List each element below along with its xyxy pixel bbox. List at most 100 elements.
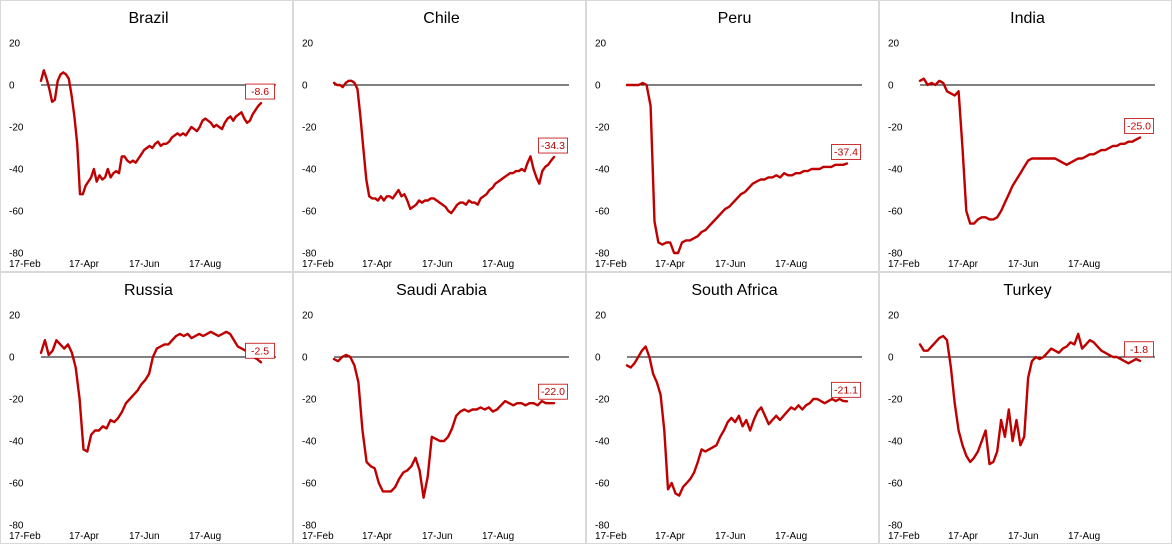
y-tick-label: -40: [9, 165, 24, 176]
y-tick-label: -40: [888, 165, 903, 176]
y-tick-label: -60: [9, 479, 24, 490]
y-tick-label: 0: [302, 353, 308, 364]
y-tick-label: -20: [888, 395, 903, 406]
x-tick-label: 17-Jun: [715, 531, 746, 542]
y-tick-label: -20: [595, 123, 610, 134]
x-tick-label: 17-Apr: [69, 259, 100, 270]
x-tick-label: 17-Jun: [1008, 531, 1039, 542]
y-tick-label: 0: [888, 353, 894, 364]
y-tick-label: 20: [888, 311, 900, 322]
y-tick-label: 20: [595, 311, 607, 322]
y-tick-label: -40: [595, 437, 610, 448]
y-tick-label: -80: [888, 249, 903, 260]
y-tick-label: 0: [595, 353, 601, 364]
y-tick-label: -60: [302, 479, 317, 490]
series-line: [39, 330, 263, 453]
y-tick-label: -80: [595, 249, 610, 260]
series-line: [625, 81, 849, 255]
chart-panel-south-africa: South Africa 20 0 -20 -40 -60 -80 17-Feb 17-Apr 1…: [586, 272, 879, 544]
end-value-label: -21.1: [834, 384, 858, 396]
chart-title: South Africa: [691, 282, 777, 299]
chart-panel-brazil: Brazil 20 0 -20 -40 -60 -80 17-Feb 17-Apr 17-Jun 1…: [0, 0, 293, 272]
y-tick-label: -60: [888, 207, 903, 218]
chart-panel-turkey: Turkey 20 0 -20 -40 -60 -80 17-Feb 17-Apr 17-Jun 1…: [879, 272, 1172, 544]
chart-title: Peru: [718, 10, 752, 27]
chart-panel-saudi-arabia: Saudi Arabia 20 0 -20 -40 -60 -80 17-Feb 17-Apr 1…: [293, 272, 586, 544]
x-tick-label: 17-Aug: [482, 259, 514, 270]
x-tick-label: 17-Apr: [655, 259, 686, 270]
end-value-label: -37.4: [834, 147, 858, 159]
y-tick-label: 20: [9, 39, 21, 50]
end-value-label: -22.0: [541, 386, 565, 398]
y-tick-label: -80: [302, 521, 317, 532]
series-line: [918, 77, 1142, 225]
series-line: [625, 345, 849, 497]
x-tick-label: 17-Jun: [715, 259, 746, 270]
x-tick-label: 17-Apr: [948, 259, 979, 270]
end-value-box: [245, 342, 275, 359]
y-tick-label: -20: [302, 395, 317, 406]
y-tick-label: -20: [888, 123, 903, 134]
y-tick-label: -40: [595, 165, 610, 176]
series-line: [918, 332, 1142, 466]
y-tick-label: 20: [302, 311, 314, 322]
chart-panel-russia: Russia 20 0 -20 -40 -60 -80 17-Feb 17-Apr 17-Jun 1…: [0, 272, 293, 544]
y-tick-label: -40: [888, 437, 903, 448]
end-value-label: -1.8: [1130, 344, 1148, 356]
y-tick-label: 0: [302, 81, 308, 92]
y-tick-label: -80: [9, 249, 24, 260]
end-value-box: [538, 137, 568, 154]
end-value-label: -25.0: [1127, 121, 1151, 133]
y-tick-label: -80: [9, 521, 24, 532]
x-tick-label: 17-Feb: [302, 531, 334, 542]
x-tick-label: 17-Aug: [482, 531, 514, 542]
y-tick-label: -60: [595, 207, 610, 218]
x-tick-label: 17-Feb: [888, 531, 920, 542]
end-value-box: [1124, 341, 1154, 358]
y-tick-label: -20: [595, 395, 610, 406]
end-value-label: -34.3: [541, 140, 565, 152]
y-tick-label: -20: [9, 395, 24, 406]
chart-title: Saudi Arabia: [396, 282, 487, 299]
y-tick-label: 0: [595, 81, 601, 92]
y-tick-label: -40: [302, 165, 317, 176]
x-tick-label: 17-Apr: [948, 531, 979, 542]
x-tick-label: 17-Feb: [595, 531, 627, 542]
x-tick-label: 17-Jun: [1008, 259, 1039, 270]
y-tick-label: 20: [595, 39, 607, 50]
y-tick-label: 20: [888, 39, 900, 50]
end-value-box: [538, 383, 568, 400]
y-tick-label: -20: [9, 123, 24, 134]
y-tick-label: -80: [888, 521, 903, 532]
y-tick-label: -60: [9, 207, 24, 218]
chart-panel-chile: Chile 20 0 -20 -40 -60 -80 17-Feb 17-Apr 17-Jun 17…: [293, 0, 586, 272]
series-line: [332, 79, 556, 215]
chart-title: Turkey: [1003, 282, 1051, 299]
x-tick-label: 17-Aug: [775, 531, 807, 542]
y-tick-label: 20: [9, 311, 21, 322]
chart-title: Russia: [124, 282, 173, 299]
y-tick-label: -40: [9, 437, 24, 448]
x-tick-label: 17-Aug: [189, 531, 221, 542]
end-value-box: [245, 83, 275, 100]
x-tick-label: 17-Feb: [9, 531, 41, 542]
y-tick-label: 0: [9, 353, 15, 364]
x-tick-label: 17-Aug: [189, 259, 221, 270]
y-tick-label: 0: [888, 81, 894, 92]
y-tick-label: -40: [302, 437, 317, 448]
x-tick-label: 17-Feb: [9, 259, 41, 270]
x-tick-label: 17-Jun: [129, 259, 160, 270]
x-tick-label: 17-Feb: [302, 259, 334, 270]
x-tick-label: 17-Jun: [422, 259, 453, 270]
y-tick-label: -60: [888, 479, 903, 490]
series-line: [39, 69, 263, 196]
y-tick-label: 20: [302, 39, 314, 50]
chart-title: India: [1010, 10, 1045, 27]
chart-panel-india: India 20 0 -20 -40 -60 -80 17-Feb 17-Apr 17-Jun 17…: [879, 0, 1172, 272]
end-value-box: [1124, 118, 1154, 134]
